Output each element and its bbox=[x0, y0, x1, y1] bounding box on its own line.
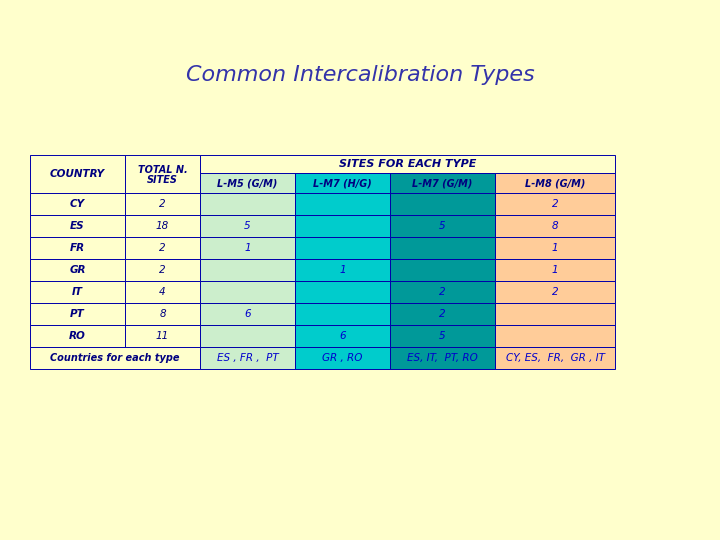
Bar bbox=[200, 325, 295, 347]
Text: 1: 1 bbox=[552, 243, 558, 253]
Bar bbox=[495, 347, 615, 369]
Text: 2: 2 bbox=[552, 199, 558, 209]
Bar bbox=[495, 215, 615, 237]
Text: GR: GR bbox=[69, 265, 86, 275]
Bar bbox=[200, 347, 295, 369]
Text: COUNTRY: COUNTRY bbox=[50, 169, 105, 179]
Text: 2: 2 bbox=[159, 265, 166, 275]
Text: ES: ES bbox=[70, 221, 85, 231]
Text: 1: 1 bbox=[552, 265, 558, 275]
Bar bbox=[295, 259, 390, 281]
Bar bbox=[30, 237, 125, 259]
Bar bbox=[295, 215, 390, 237]
Text: SITES: SITES bbox=[147, 175, 178, 185]
Bar bbox=[30, 281, 125, 303]
Bar bbox=[390, 215, 495, 237]
Text: 2: 2 bbox=[159, 243, 166, 253]
Bar bbox=[30, 193, 125, 215]
Text: 6: 6 bbox=[339, 331, 346, 341]
Bar bbox=[295, 303, 390, 325]
Bar bbox=[390, 193, 495, 215]
Text: ES, IT,  PT, RO: ES, IT, PT, RO bbox=[407, 353, 478, 363]
Text: 18: 18 bbox=[156, 221, 169, 231]
Text: 6: 6 bbox=[244, 309, 251, 319]
Text: TOTAL N.: TOTAL N. bbox=[138, 165, 187, 175]
Bar bbox=[390, 325, 495, 347]
Bar bbox=[295, 193, 390, 215]
Bar bbox=[390, 237, 495, 259]
Text: 1: 1 bbox=[244, 243, 251, 253]
Bar bbox=[390, 259, 495, 281]
Bar bbox=[295, 347, 390, 369]
Bar bbox=[125, 193, 200, 215]
Bar bbox=[125, 281, 200, 303]
Bar bbox=[295, 325, 390, 347]
Text: 4: 4 bbox=[159, 287, 166, 297]
Text: 2: 2 bbox=[439, 309, 446, 319]
Bar bbox=[295, 281, 390, 303]
Text: 8: 8 bbox=[159, 309, 166, 319]
Bar bbox=[125, 237, 200, 259]
Text: L-M7 (G/M): L-M7 (G/M) bbox=[413, 178, 473, 188]
Bar bbox=[200, 193, 295, 215]
Bar bbox=[125, 259, 200, 281]
Text: L-M5 (G/M): L-M5 (G/M) bbox=[217, 178, 278, 188]
Text: FR: FR bbox=[70, 243, 85, 253]
Bar bbox=[30, 259, 125, 281]
Bar bbox=[390, 347, 495, 369]
Text: 5: 5 bbox=[439, 331, 446, 341]
Text: 11: 11 bbox=[156, 331, 169, 341]
Text: 2: 2 bbox=[439, 287, 446, 297]
Bar bbox=[30, 347, 200, 369]
Text: Common Intercalibration Types: Common Intercalibration Types bbox=[186, 65, 534, 85]
Bar bbox=[30, 155, 125, 193]
Bar bbox=[295, 173, 390, 193]
Text: L-M8 (G/M): L-M8 (G/M) bbox=[525, 178, 585, 188]
Text: PT: PT bbox=[70, 309, 85, 319]
Bar bbox=[495, 259, 615, 281]
Text: IT: IT bbox=[72, 287, 83, 297]
Bar bbox=[125, 215, 200, 237]
Bar bbox=[390, 281, 495, 303]
Bar bbox=[495, 237, 615, 259]
Bar bbox=[200, 155, 615, 173]
Text: 1: 1 bbox=[339, 265, 346, 275]
Text: CY, ES,  FR,  GR , IT: CY, ES, FR, GR , IT bbox=[505, 353, 605, 363]
Bar bbox=[125, 303, 200, 325]
Text: 2: 2 bbox=[552, 287, 558, 297]
Text: Countries for each type: Countries for each type bbox=[50, 353, 180, 363]
Text: 8: 8 bbox=[552, 221, 558, 231]
Text: 5: 5 bbox=[244, 221, 251, 231]
Text: SITES FOR EACH TYPE: SITES FOR EACH TYPE bbox=[339, 159, 476, 169]
Text: CY: CY bbox=[70, 199, 85, 209]
Bar bbox=[30, 215, 125, 237]
Text: RO: RO bbox=[69, 331, 86, 341]
Text: L-M7 (H/G): L-M7 (H/G) bbox=[313, 178, 372, 188]
Text: ES , FR ,  PT: ES , FR , PT bbox=[217, 353, 279, 363]
Bar bbox=[495, 303, 615, 325]
Bar bbox=[390, 303, 495, 325]
Bar bbox=[200, 173, 295, 193]
Text: 5: 5 bbox=[439, 221, 446, 231]
Bar bbox=[390, 173, 495, 193]
Bar bbox=[30, 325, 125, 347]
Bar bbox=[295, 237, 390, 259]
Bar bbox=[200, 259, 295, 281]
Bar bbox=[495, 173, 615, 193]
Bar bbox=[125, 325, 200, 347]
Bar bbox=[200, 303, 295, 325]
Bar bbox=[495, 281, 615, 303]
Bar bbox=[30, 303, 125, 325]
Bar bbox=[200, 237, 295, 259]
Bar bbox=[495, 325, 615, 347]
Bar bbox=[200, 215, 295, 237]
Bar bbox=[495, 193, 615, 215]
Text: GR , RO: GR , RO bbox=[323, 353, 363, 363]
Text: 2: 2 bbox=[159, 199, 166, 209]
Bar bbox=[125, 155, 200, 193]
Bar bbox=[200, 281, 295, 303]
